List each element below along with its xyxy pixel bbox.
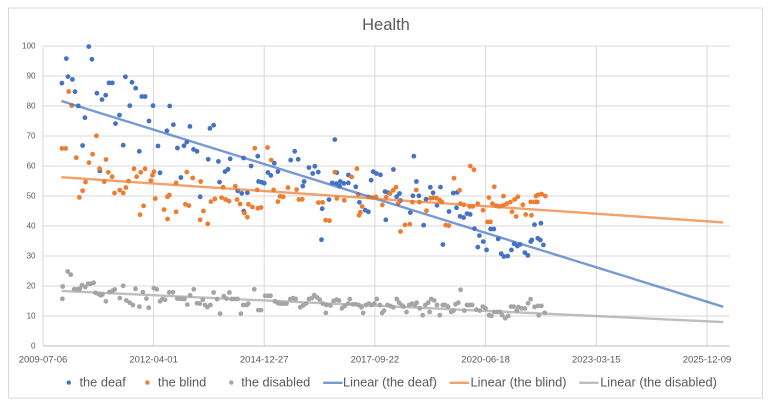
svg-text:100: 100 [22, 41, 36, 50]
svg-text:Linear (the blind): Linear (the blind) [471, 374, 567, 389]
svg-text:20: 20 [27, 281, 36, 290]
svg-text:40: 40 [27, 221, 36, 230]
svg-text:2017-09-22: 2017-09-22 [351, 355, 400, 366]
svg-text:Linear (the disabled): Linear (the disabled) [600, 374, 717, 389]
svg-text:80: 80 [27, 101, 36, 110]
svg-text:the blind: the blind [158, 374, 206, 389]
svg-text:50: 50 [27, 191, 36, 200]
svg-text:2012-04-01: 2012-04-01 [129, 355, 178, 366]
svg-text:0: 0 [31, 341, 36, 350]
svg-text:Linear (the deaf): Linear (the deaf) [343, 374, 437, 389]
svg-text:30: 30 [27, 251, 36, 260]
svg-text:2023-03-15: 2023-03-15 [572, 355, 621, 366]
svg-text:the deaf: the deaf [80, 374, 127, 389]
svg-text:10: 10 [27, 311, 36, 320]
svg-text:70: 70 [27, 131, 36, 140]
svg-text:2020-06-18: 2020-06-18 [461, 355, 510, 366]
svg-text:2009-07-06: 2009-07-06 [19, 355, 68, 366]
svg-text:2014-12-27: 2014-12-27 [240, 355, 289, 366]
svg-text:2025-12-09: 2025-12-09 [683, 355, 732, 366]
svg-text:Health: Health [362, 16, 410, 34]
svg-text:60: 60 [27, 161, 36, 170]
svg-text:the disabled: the disabled [241, 374, 310, 389]
svg-text:90: 90 [27, 71, 36, 80]
